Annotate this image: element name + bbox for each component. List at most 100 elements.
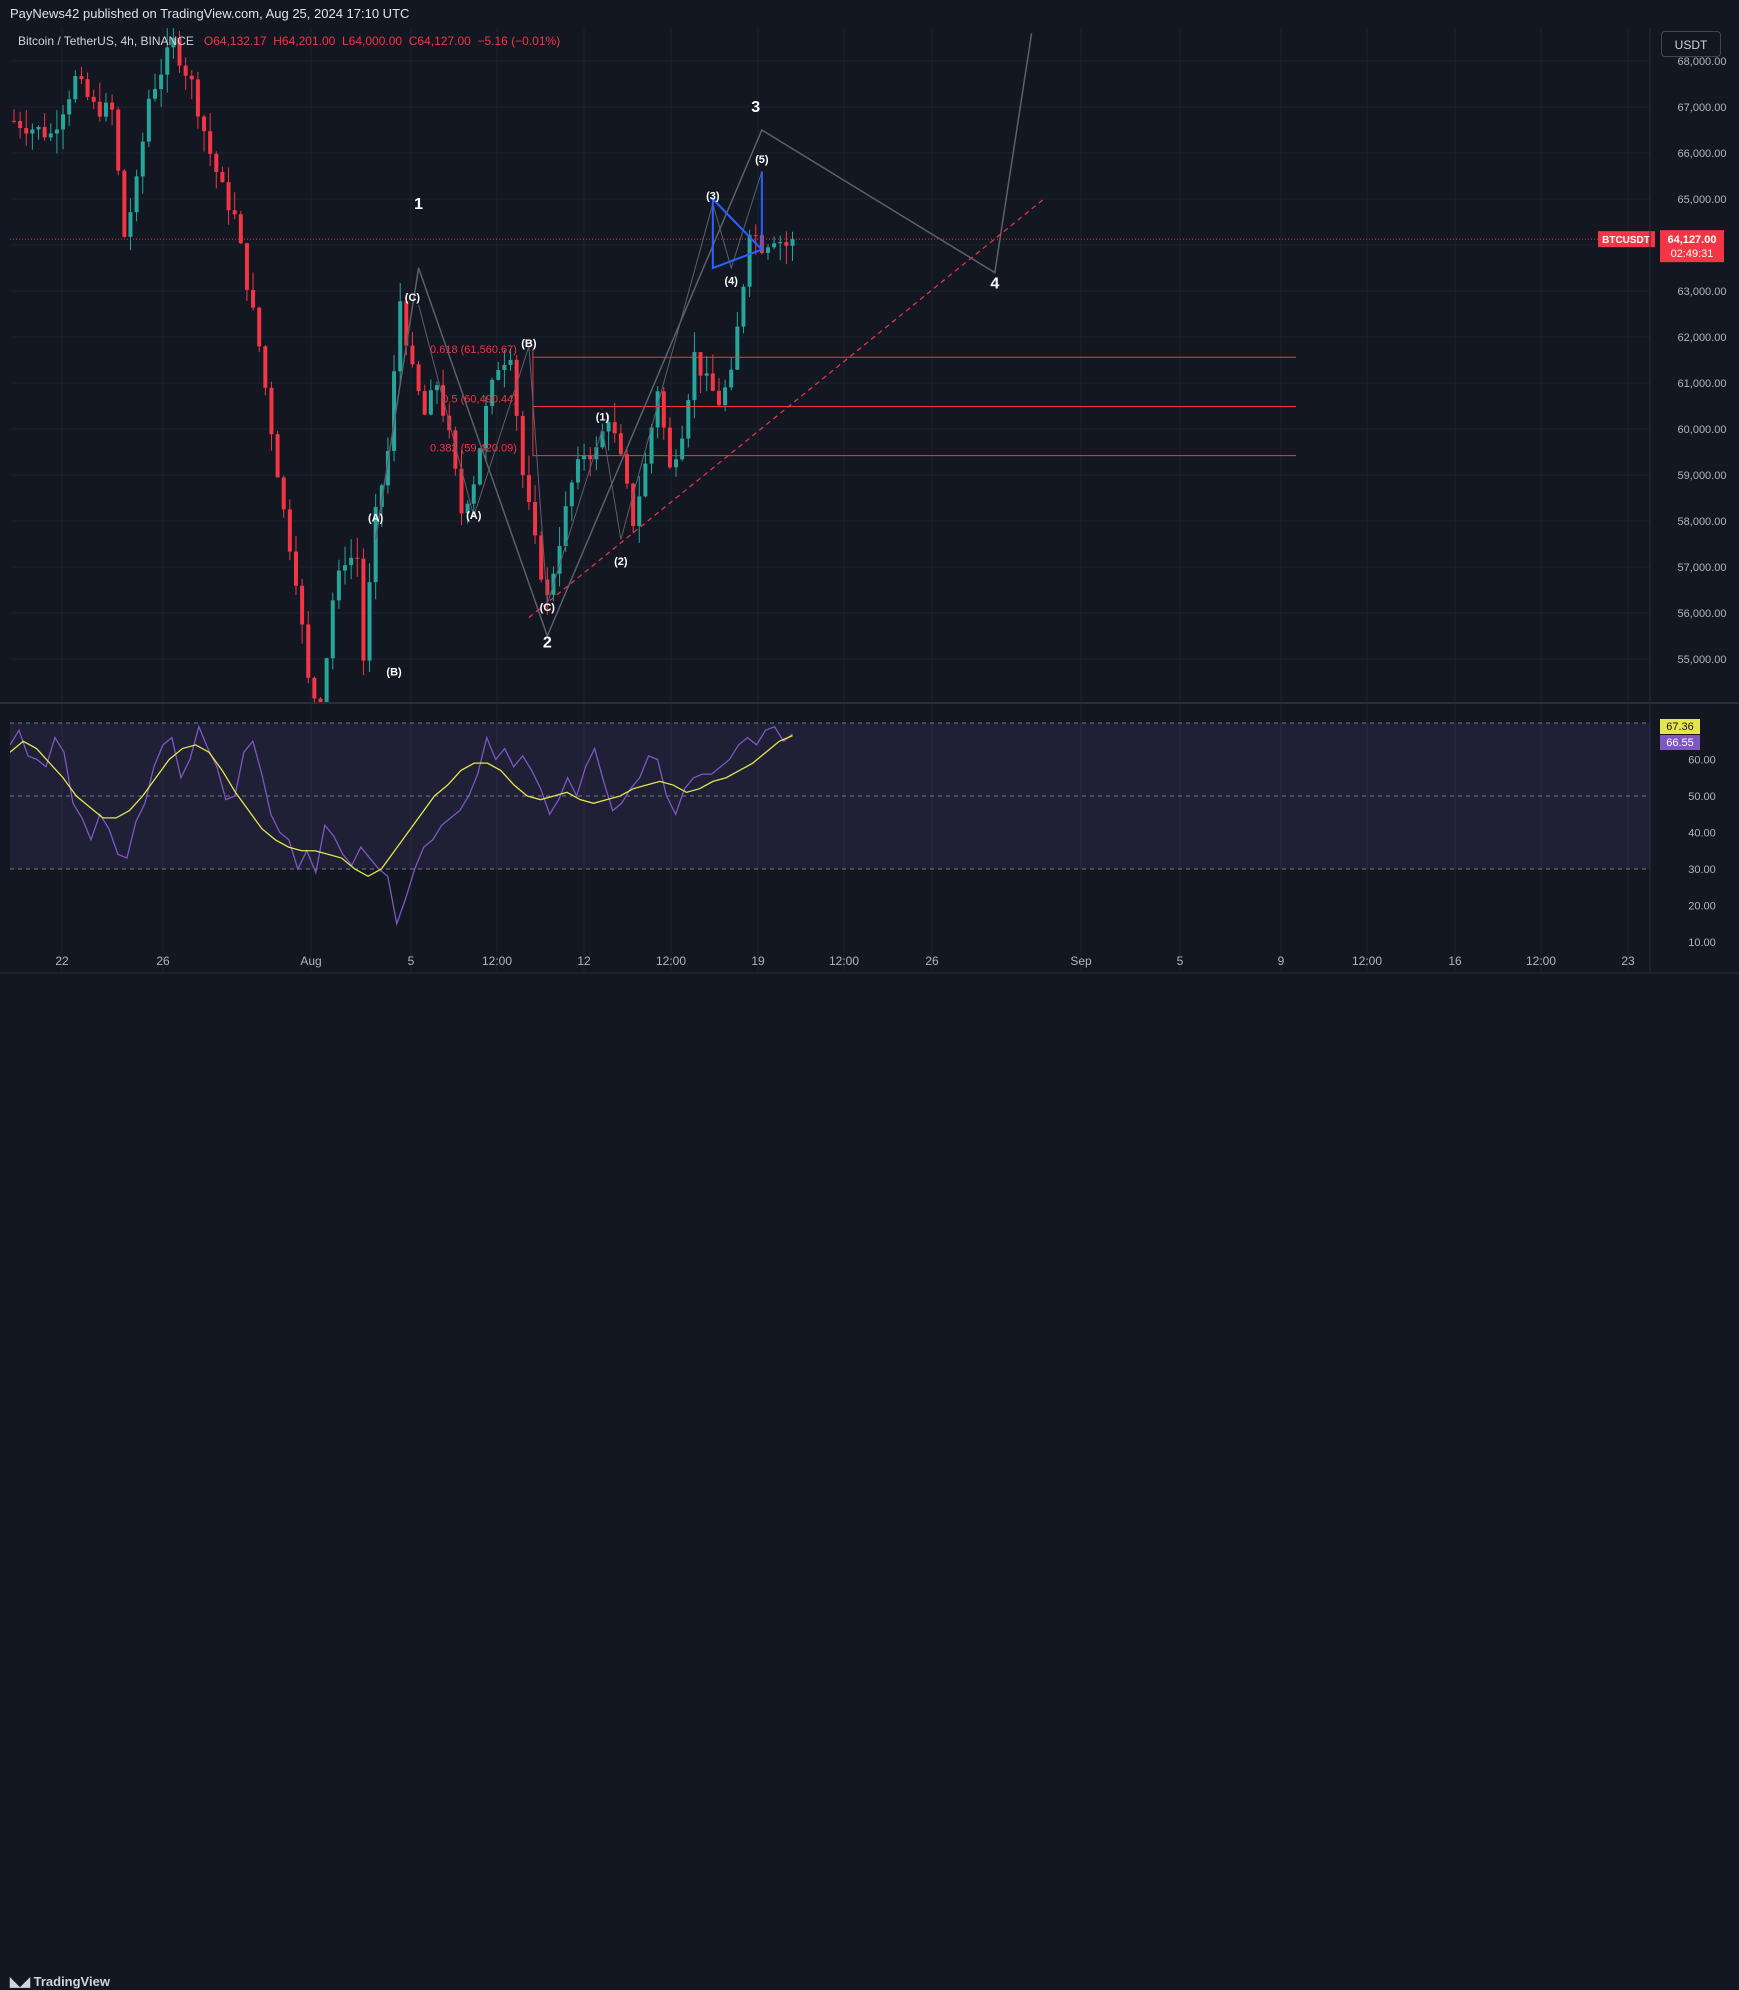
candle-body (465, 503, 470, 514)
candle-body (257, 307, 262, 347)
candle-body (42, 126, 47, 138)
candle-body (496, 369, 501, 380)
candle-body (171, 37, 176, 48)
time-axis-label: 12:00 (1526, 954, 1556, 968)
candle-body (134, 176, 139, 213)
wave-label-minor: (C) (405, 292, 421, 304)
symbol-name[interactable]: Bitcoin / TetherUS, 4h, BINANCE (18, 34, 194, 48)
currency-button[interactable]: USDT (1661, 31, 1721, 57)
symbol-tag: BTCUSDT (1602, 235, 1650, 246)
sub-wave-path (418, 171, 763, 604)
price-axis-label: 56,000.00 (1678, 608, 1727, 620)
candle-body (336, 570, 341, 601)
price-axis-label: 55,000.00 (1678, 654, 1727, 666)
candle-body (293, 551, 298, 586)
candle-body (110, 102, 115, 110)
chart-frame[interactable]: 0.618 (61,560.67) 0.5 (60,490.44) 0.382 (5… (0, 28, 1739, 988)
candle-body (226, 182, 231, 211)
ohlc-change: −5.16 (−0.01%) (477, 34, 561, 48)
symbol-legend[interactable]: Bitcoin / TetherUS, 4h, BINANCE O64,132.… (18, 34, 560, 48)
wave-label-minor: (C) (540, 602, 556, 614)
candle-body (661, 391, 666, 428)
candle-body (453, 430, 458, 469)
time-axis-label: 5 (408, 954, 415, 968)
candle-body (330, 600, 335, 659)
rsi-axis-label: 20.00 (1688, 901, 1716, 913)
rsi-value-tag-bg (1660, 719, 1700, 734)
time-axis-label: Sep (1070, 954, 1092, 968)
candle-body (398, 301, 403, 372)
rsi-pane[interactable] (10, 722, 1650, 927)
time-axis-label: 22 (55, 954, 69, 968)
candle-body (128, 212, 133, 237)
rsi-axis-label: 40.00 (1688, 828, 1716, 840)
candle-body (514, 359, 519, 416)
rsi-value-tag: 66.55 (1666, 737, 1694, 749)
publisher-bar: PayNews42 published on TradingView.com, … (0, 0, 1739, 28)
candle-body (716, 390, 721, 406)
price-axis-label: 61,000.00 (1678, 378, 1727, 390)
candle-body (520, 415, 525, 476)
price-axis-label: 67,000.00 (1678, 102, 1727, 114)
time-axis-label: 9 (1278, 954, 1285, 968)
price-axis-label: 66,000.00 (1678, 148, 1727, 160)
candle-body (753, 235, 758, 237)
candle-body (287, 509, 292, 552)
candle-body (422, 391, 427, 415)
time-axis-label: 12 (577, 954, 591, 968)
candle-body (588, 455, 593, 460)
price-pane[interactable] (12, 28, 795, 730)
wave-label-major: 4 (990, 276, 999, 293)
candle-body (318, 698, 323, 702)
support-trendline (528, 198, 1045, 619)
candle-body (269, 387, 274, 435)
candle-body (165, 47, 170, 75)
candle-body (490, 379, 495, 406)
wave-label-minor: (A) (368, 513, 384, 525)
candle-body (61, 114, 66, 130)
tradingview-logo: ◣◢ TradingView (10, 1974, 110, 1990)
candle-body (747, 235, 752, 287)
candle-body (723, 387, 728, 406)
candle-body (410, 345, 415, 365)
candle-body (741, 286, 746, 327)
candle-body (612, 422, 617, 434)
chart-canvas[interactable]: 0.618 (61,560.67) 0.5 (60,490.44) 0.382 (5… (0, 28, 1739, 988)
time-axis-label: 12:00 (1352, 954, 1382, 968)
price-tag-bg (1660, 230, 1724, 263)
candle-body (97, 101, 102, 117)
price-tag-value: 64,127.00 (1668, 234, 1717, 246)
candle-body (667, 427, 672, 468)
candle-body (484, 405, 489, 449)
price-tag-countdown: 02:49:31 (1671, 248, 1714, 260)
candle-body (710, 373, 715, 391)
candle-body (428, 390, 433, 415)
tv-logo-icon: ◣◢ (10, 1974, 34, 1989)
candle-body (502, 364, 507, 370)
candle-body (140, 141, 145, 177)
candle-body (600, 431, 605, 448)
candle-body (152, 89, 157, 99)
candle-body (79, 76, 84, 80)
candle-body (208, 131, 213, 154)
candle-body (686, 400, 691, 439)
time-axis-label: 5 (1177, 954, 1184, 968)
rsi-axis-label: 50.00 (1688, 791, 1716, 803)
price-axis-label: 63,000.00 (1678, 286, 1727, 298)
candle-body (692, 352, 697, 401)
candle-body (674, 459, 679, 468)
ohlc-open: O64,132.17 (203, 34, 267, 48)
time-axis-label: 12:00 (829, 954, 859, 968)
candle-body (177, 37, 182, 66)
candle-body (477, 448, 482, 485)
candle-body (361, 558, 366, 661)
candle-body (569, 482, 574, 507)
candle-body (103, 102, 108, 117)
time-axis-label: Aug (300, 954, 321, 968)
candle-body (582, 455, 587, 460)
candle-body (220, 171, 225, 183)
candle-body (244, 243, 249, 290)
candle-body (73, 76, 78, 100)
candle-body (202, 116, 207, 132)
candle-body (649, 427, 654, 464)
